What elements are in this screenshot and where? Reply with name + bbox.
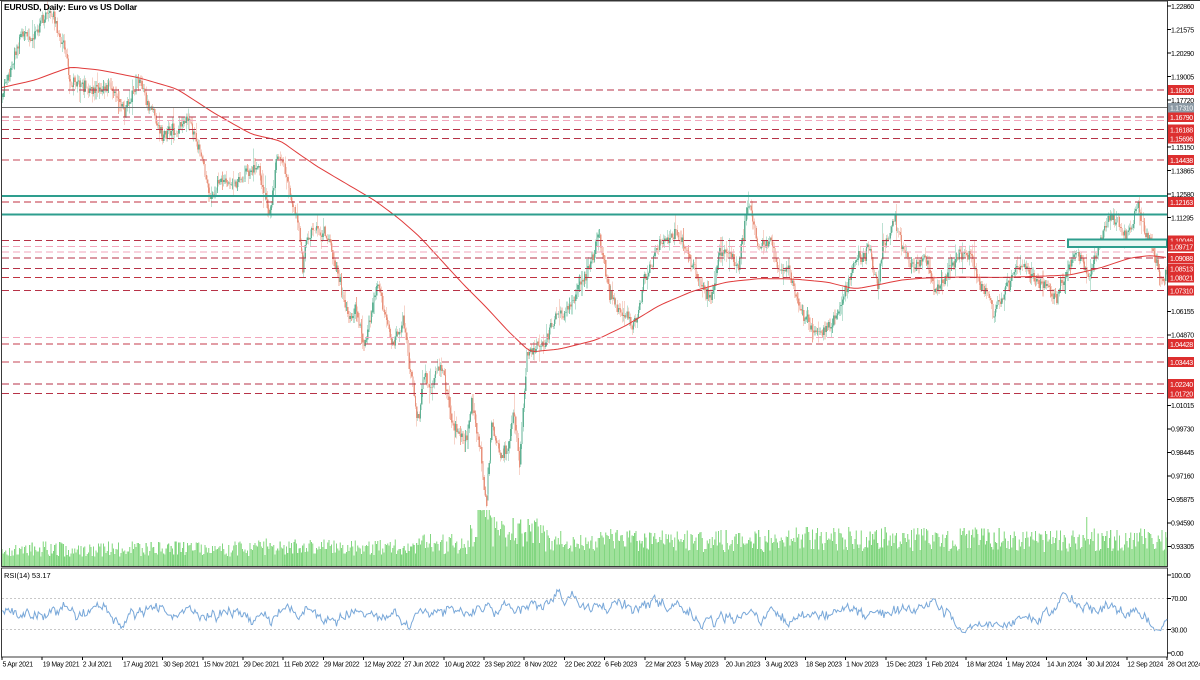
svg-text:22 Mar 2023: 22 Mar 2023	[645, 662, 681, 669]
svg-text:8 Nov 2022: 8 Nov 2022	[525, 662, 558, 669]
svg-text:1.04870: 1.04870	[1171, 333, 1194, 340]
svg-text:1.13865: 1.13865	[1171, 168, 1194, 175]
svg-text:1.01015: 1.01015	[1171, 403, 1194, 410]
svg-text:18 Sep 2023: 18 Sep 2023	[806, 662, 842, 669]
svg-text:1.03443: 1.03443	[1170, 360, 1193, 367]
svg-text:1.15696: 1.15696	[1170, 136, 1193, 143]
svg-text:1.01720: 1.01720	[1170, 391, 1193, 398]
svg-text:6 Feb 2023: 6 Feb 2023	[605, 662, 637, 669]
svg-text:1.20290: 1.20290	[1171, 51, 1194, 58]
svg-text:1.09717: 1.09717	[1170, 244, 1193, 251]
svg-text:1.14438: 1.14438	[1170, 158, 1193, 165]
svg-text:1.06155: 1.06155	[1171, 309, 1194, 316]
svg-text:20 Jun 2023: 20 Jun 2023	[726, 662, 761, 669]
svg-text:0.99730: 0.99730	[1171, 427, 1194, 434]
svg-text:1.15150: 1.15150	[1171, 145, 1194, 152]
svg-text:0.95875: 0.95875	[1171, 497, 1194, 504]
svg-text:1.08513: 1.08513	[1170, 266, 1193, 273]
svg-text:10 Aug 2022: 10 Aug 2022	[444, 662, 480, 669]
svg-text:1.18200: 1.18200	[1170, 88, 1193, 95]
svg-text:1.12163: 1.12163	[1170, 200, 1193, 207]
svg-text:0.94590: 0.94590	[1171, 521, 1194, 528]
svg-text:12 Sep 2024: 12 Sep 2024	[1127, 662, 1163, 669]
svg-text:5 Apr 2021: 5 Apr 2021	[3, 662, 34, 669]
svg-text:1 Feb 2024: 1 Feb 2024	[927, 662, 959, 669]
svg-text:1.16790: 1.16790	[1170, 115, 1193, 122]
svg-text:EURUSD, Daily: Euro vs US Doll: EURUSD, Daily: Euro vs US Dollar	[4, 2, 138, 12]
svg-text:1.09088: 1.09088	[1170, 256, 1193, 263]
svg-text:15 Nov 2021: 15 Nov 2021	[203, 662, 239, 669]
svg-text:30 Sep 2021: 30 Sep 2021	[163, 662, 199, 669]
svg-text:22 Dec 2022: 22 Dec 2022	[565, 662, 601, 669]
svg-text:1 May 2024: 1 May 2024	[1007, 662, 1040, 669]
svg-text:28 Oct 2024: 28 Oct 2024	[1168, 662, 1200, 669]
svg-text:5 May 2023: 5 May 2023	[685, 662, 718, 669]
svg-text:70.00: 70.00	[1171, 596, 1187, 603]
svg-text:30.00: 30.00	[1171, 627, 1187, 634]
svg-text:1.07310: 1.07310	[1170, 288, 1193, 295]
svg-text:0.98445: 0.98445	[1171, 450, 1194, 457]
svg-text:30 Jul 2024: 30 Jul 2024	[1087, 662, 1120, 669]
svg-text:1 Nov 2023: 1 Nov 2023	[846, 662, 879, 669]
svg-text:11 Feb 2022: 11 Feb 2022	[284, 662, 319, 669]
svg-text:1.21575: 1.21575	[1171, 27, 1194, 34]
svg-text:12 May 2022: 12 May 2022	[364, 662, 401, 669]
svg-text:1.19005: 1.19005	[1171, 74, 1194, 81]
svg-text:3 Aug 2023: 3 Aug 2023	[766, 662, 798, 669]
svg-text:1.22860: 1.22860	[1171, 4, 1194, 11]
svg-text:0.00: 0.00	[1171, 651, 1184, 658]
svg-text:19 May 2021: 19 May 2021	[43, 662, 80, 669]
svg-text:14 Jun 2024: 14 Jun 2024	[1047, 662, 1082, 669]
svg-text:1.02240: 1.02240	[1170, 382, 1193, 389]
svg-text:1.04428: 1.04428	[1170, 342, 1193, 349]
svg-text:18 Mar 2024: 18 Mar 2024	[967, 662, 1003, 669]
svg-text:15 Dec 2023: 15 Dec 2023	[886, 662, 922, 669]
svg-text:0.97160: 0.97160	[1171, 474, 1194, 481]
svg-text:1.17310: 1.17310	[1170, 106, 1193, 113]
svg-text:100.00: 100.00	[1171, 573, 1191, 580]
svg-text:2 Jul 2021: 2 Jul 2021	[83, 662, 112, 669]
svg-text:17 Aug 2021: 17 Aug 2021	[123, 662, 159, 669]
svg-text:1.11295: 1.11295	[1171, 215, 1194, 222]
svg-text:RSI(14) 53.17: RSI(14) 53.17	[4, 571, 51, 580]
svg-text:29 Dec 2021: 29 Dec 2021	[244, 662, 280, 669]
svg-text:0.93305: 0.93305	[1171, 544, 1194, 551]
svg-text:27 Jun 2022: 27 Jun 2022	[404, 662, 439, 669]
svg-text:29 Mar 2022: 29 Mar 2022	[324, 662, 360, 669]
svg-text:1.16188: 1.16188	[1170, 127, 1193, 134]
svg-text:1.08021: 1.08021	[1170, 275, 1193, 282]
svg-text:23 Sep 2022: 23 Sep 2022	[485, 662, 521, 669]
